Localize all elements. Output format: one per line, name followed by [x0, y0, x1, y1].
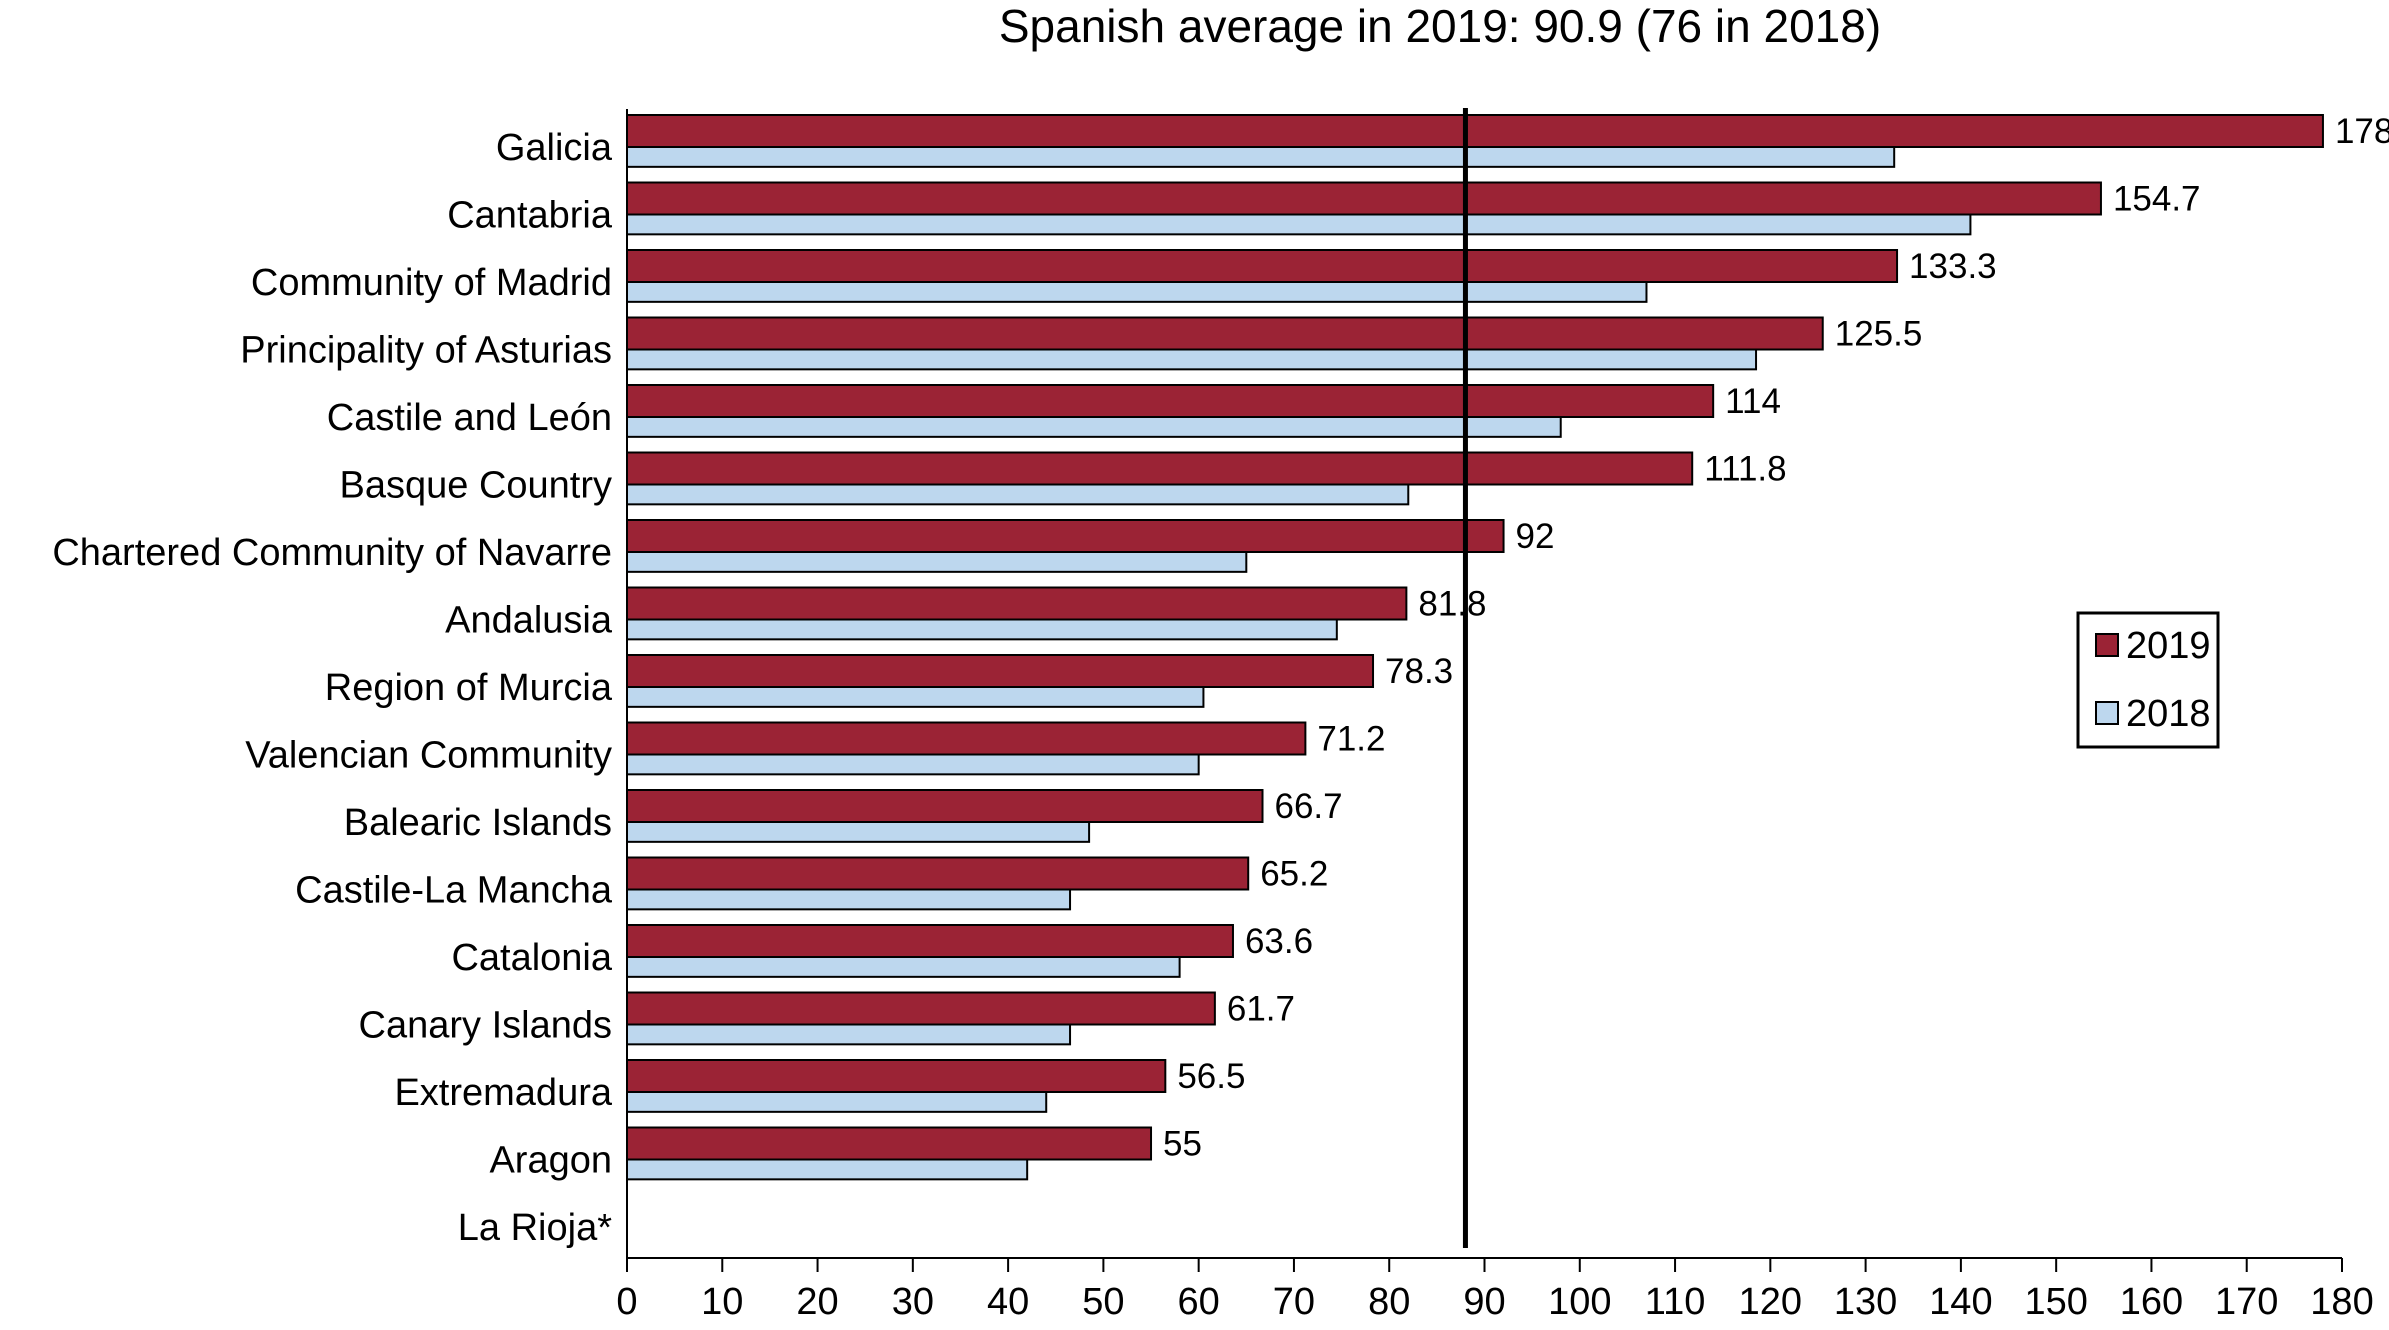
bar-2018 — [626, 956, 1181, 978]
data-label-2019: 65.2 — [1260, 855, 1328, 894]
bar-2018 — [626, 821, 1091, 843]
bar-2019 — [626, 1126, 1153, 1161]
bar-2018 — [626, 1158, 1029, 1181]
bar-2019 — [626, 451, 1694, 486]
bar-2019 — [626, 721, 1307, 756]
x-tick-label: 60 — [1178, 1281, 1220, 1323]
category-label: Balearic Islands — [344, 802, 612, 844]
category-label: Canary Islands — [359, 1004, 612, 1046]
category-label: Principality of Asturias — [240, 329, 612, 371]
category-label: Cantabria — [447, 194, 613, 236]
legend-label: 2018 — [2126, 693, 2211, 735]
x-tick-label: 160 — [2120, 1281, 2183, 1323]
bar-2018 — [626, 1091, 1048, 1113]
data-label-2019: 92 — [1516, 517, 1555, 556]
bar-2018 — [626, 416, 1562, 438]
bar-2019 — [626, 249, 1899, 283]
x-tick-label: 70 — [1273, 1281, 1315, 1323]
bar-2018 — [626, 146, 1896, 168]
bar-2018 — [626, 348, 1758, 371]
category-label: Extremadura — [394, 1072, 612, 1114]
data-label-2019: 114 — [1725, 382, 1781, 421]
category-label: Aragon — [489, 1139, 612, 1181]
category-label: Community of Madrid — [251, 262, 612, 304]
data-label-2019: 56.5 — [1177, 1057, 1245, 1096]
chart-title: Spanish average in 2019: 90.9 (76 in 201… — [999, 0, 1881, 52]
bar-2018 — [626, 888, 1072, 911]
bar-2019 — [626, 856, 1250, 891]
x-tick-label: 40 — [987, 1281, 1029, 1323]
bar-2018 — [626, 483, 1410, 506]
category-label: Castile and León — [327, 397, 612, 439]
bar-2019 — [626, 654, 1375, 688]
x-tick-label: 150 — [2024, 1281, 2087, 1323]
category-label: Chartered Community of Navarre — [52, 532, 612, 574]
category-label: Region of Murcia — [325, 667, 613, 709]
legend-swatch — [2095, 701, 2119, 725]
data-label-2019: 71.2 — [1317, 720, 1385, 759]
x-tick-label: 120 — [1739, 1281, 1802, 1323]
x-tick-label: 10 — [701, 1281, 743, 1323]
bar-2019 — [626, 181, 2102, 216]
category-label: Valencian Community — [245, 734, 612, 776]
bar-2019 — [626, 114, 2324, 148]
bar-2019 — [626, 519, 1505, 553]
data-label-2019: 178 — [2335, 112, 2389, 151]
bar-2018 — [626, 686, 1205, 708]
data-label-2019: 81.8 — [1418, 585, 1486, 624]
bar-2018 — [626, 551, 1248, 573]
bar-2019 — [626, 586, 1408, 621]
bar-2019 — [626, 991, 1216, 1026]
data-label-2019: 125.5 — [1835, 315, 1923, 354]
x-tick-label: 50 — [1082, 1281, 1124, 1323]
category-label: La Rioja* — [458, 1207, 612, 1249]
x-tick-label: 20 — [796, 1281, 838, 1323]
category-label: Galicia — [496, 127, 613, 169]
x-axis: 0 10 20 30 40 50 60 70 80 90 100 110 120 130 140 150 160… — [616, 108, 2374, 1323]
data-label-2019: 133.3 — [1909, 247, 1997, 286]
x-tick-label: 90 — [1463, 1281, 1505, 1323]
data-label-2019: 63.6 — [1245, 922, 1313, 961]
data-label-2019: 66.7 — [1275, 787, 1343, 826]
bar-2019 — [626, 316, 1824, 351]
x-tick-label: 130 — [1834, 1281, 1897, 1323]
data-label-2019: 78.3 — [1385, 652, 1453, 691]
bar-2019 — [626, 924, 1234, 958]
bar-2019 — [626, 1059, 1167, 1093]
data-label-2019: 154.7 — [2113, 180, 2201, 219]
bar-2018 — [626, 618, 1338, 641]
x-tick-label: 140 — [1929, 1281, 1992, 1323]
legend-swatch — [2095, 633, 2119, 657]
legend-label: 2019 — [2126, 625, 2211, 667]
x-tick-label: 100 — [1548, 1281, 1611, 1323]
data-label-2019: 111.8 — [1704, 450, 1786, 489]
category-label: Catalonia — [451, 937, 612, 979]
legend: 2019 2018 — [2076, 611, 2220, 749]
bar-2018 — [626, 281, 1648, 303]
data-label-2019: 61.7 — [1227, 990, 1295, 1029]
bar-2018 — [626, 213, 1972, 236]
x-tick-label: 80 — [1368, 1281, 1410, 1323]
x-tick-label: 110 — [1645, 1281, 1706, 1323]
category-label: Basque Country — [340, 464, 613, 506]
bars-layer — [626, 114, 2324, 1181]
bar-2019 — [626, 789, 1264, 823]
category-label: Castile-La Mancha — [295, 869, 613, 911]
x-tick-label: 170 — [2215, 1281, 2278, 1323]
bar-2019 — [626, 384, 1715, 418]
labels-layer: Galicia 178 Cantabria 154.7 Community of Mad… — [52, 112, 2389, 1249]
x-tick-label: 0 — [616, 1281, 637, 1323]
category-label: Andalusia — [445, 599, 613, 641]
bar-2018 — [626, 753, 1200, 776]
bar-2018 — [626, 1023, 1072, 1046]
x-tick-label: 180 — [2310, 1281, 2373, 1323]
data-label-2019: 55 — [1163, 1125, 1202, 1164]
x-tick-label: 30 — [892, 1281, 934, 1323]
